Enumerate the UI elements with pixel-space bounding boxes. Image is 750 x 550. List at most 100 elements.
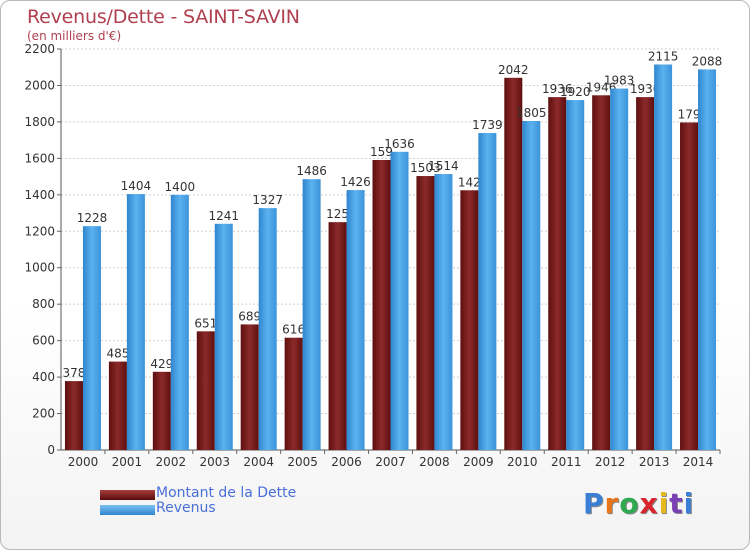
bar-revenus bbox=[82, 226, 101, 450]
y-tick-label: 1400 bbox=[24, 188, 55, 202]
bar-dette bbox=[108, 361, 127, 450]
x-tick-label: 2001 bbox=[112, 455, 143, 469]
y-tick-label: 1600 bbox=[24, 151, 55, 165]
data-label-dette: 651 bbox=[194, 316, 217, 330]
x-tick-label: 2002 bbox=[156, 455, 187, 469]
bar-revenus bbox=[258, 208, 277, 450]
bar-dette bbox=[196, 331, 215, 450]
x-tick-label: 2009 bbox=[463, 455, 494, 469]
logo-letter: o bbox=[619, 487, 640, 520]
bar-revenus bbox=[214, 223, 233, 450]
bar-dette bbox=[328, 222, 347, 450]
y-tick-label: 800 bbox=[32, 297, 55, 311]
proxiti-logo: Proxiti bbox=[583, 487, 694, 520]
y-tick-label: 1200 bbox=[24, 224, 55, 238]
data-label-dette: 429 bbox=[150, 357, 173, 371]
y-tick-label: 400 bbox=[32, 370, 55, 384]
data-label-revenus: 1805 bbox=[516, 106, 547, 120]
bar-revenus bbox=[566, 100, 585, 450]
data-label-revenus: 1400 bbox=[165, 180, 196, 194]
bar-dette bbox=[284, 337, 303, 450]
data-label-dette: 142 bbox=[458, 175, 481, 189]
legend-swatch-dette bbox=[100, 490, 155, 500]
chart-title: Revenus/Dette - SAINT-SAVIN bbox=[27, 6, 300, 28]
bar-dette bbox=[416, 176, 435, 450]
x-tick-label: 2012 bbox=[595, 455, 626, 469]
bar-dette bbox=[64, 381, 83, 450]
bar-dette bbox=[460, 190, 479, 451]
bar-dette bbox=[636, 97, 655, 451]
x-tick-label: 2008 bbox=[419, 455, 450, 469]
bar-revenus bbox=[346, 190, 365, 450]
bar-revenus bbox=[302, 179, 321, 450]
y-tick-label: 600 bbox=[32, 334, 55, 348]
data-label-dette: 2042 bbox=[498, 63, 529, 77]
bar-revenus bbox=[610, 88, 629, 450]
data-label-revenus: 1241 bbox=[208, 209, 239, 223]
x-tick-label: 2013 bbox=[639, 455, 670, 469]
data-label-revenus: 1486 bbox=[296, 164, 327, 178]
logo-letter: x bbox=[639, 487, 659, 520]
legend-swatch-revenus bbox=[100, 505, 155, 515]
data-label-dette: 179 bbox=[678, 107, 701, 121]
data-label-dette: 485 bbox=[106, 347, 129, 361]
data-label-dette: 1946 bbox=[586, 80, 617, 94]
data-label-revenus: 1983 bbox=[604, 74, 635, 88]
data-label-dette: 159 bbox=[370, 145, 393, 159]
chart-subtitle: (en milliers d'€) bbox=[27, 29, 122, 43]
x-tick-label: 2005 bbox=[287, 455, 318, 469]
bar-dette bbox=[680, 122, 699, 451]
data-label-dette: 1503 bbox=[410, 161, 441, 175]
bar-revenus bbox=[478, 133, 497, 451]
bar-dette bbox=[504, 77, 523, 451]
data-label-revenus: 1404 bbox=[121, 179, 152, 193]
data-label-revenus: 1739 bbox=[472, 118, 503, 132]
x-tick-label: 2011 bbox=[551, 455, 582, 469]
bar-revenus bbox=[390, 151, 409, 450]
bar-revenus bbox=[698, 69, 717, 450]
bar-revenus bbox=[522, 120, 541, 450]
data-label-revenus: 1636 bbox=[384, 137, 415, 151]
bar-dette bbox=[372, 160, 391, 450]
x-tick-label: 2004 bbox=[243, 455, 274, 469]
data-label-dette: 616 bbox=[282, 323, 305, 337]
legend-label-dette: Montant de la Dette bbox=[156, 485, 297, 501]
bar-dette bbox=[548, 97, 567, 451]
bar-revenus bbox=[126, 194, 145, 450]
legend-label-revenus: Revenus bbox=[156, 500, 216, 516]
bar-revenus bbox=[170, 194, 189, 450]
data-label-revenus: 1327 bbox=[252, 193, 283, 207]
data-label-revenus: 1228 bbox=[77, 211, 108, 225]
data-label-dette: 1936 bbox=[630, 82, 661, 96]
data-label-revenus: 1514 bbox=[428, 159, 459, 173]
data-label-revenus: 2088 bbox=[692, 54, 723, 68]
data-label-revenus: 2115 bbox=[648, 49, 679, 63]
data-label-dette: 125 bbox=[326, 207, 349, 221]
y-tick-label: 2000 bbox=[24, 78, 55, 92]
bar-dette bbox=[592, 95, 611, 450]
data-label-revenus: 1426 bbox=[340, 175, 371, 189]
data-label-dette: 689 bbox=[238, 309, 261, 323]
x-tick-label: 2000 bbox=[68, 455, 99, 469]
x-tick-label: 2006 bbox=[331, 455, 362, 469]
bar-revenus bbox=[434, 174, 453, 450]
x-tick-label: 2010 bbox=[507, 455, 538, 469]
y-tick-label: 2200 bbox=[24, 42, 55, 56]
y-tick-label: 1800 bbox=[24, 115, 55, 129]
x-tick-label: 2014 bbox=[683, 455, 714, 469]
bar-dette bbox=[152, 371, 171, 450]
logo-letter: r bbox=[604, 487, 620, 520]
data-label-dette: 1936 bbox=[542, 82, 573, 96]
y-tick-label: 0 bbox=[47, 443, 55, 457]
bar-revenus bbox=[654, 64, 673, 451]
y-tick-label: 200 bbox=[32, 407, 55, 421]
logo-letter: P bbox=[583, 487, 605, 520]
data-label-dette: 378 bbox=[63, 366, 86, 380]
bar-dette bbox=[240, 324, 259, 450]
x-tick-label: 2003 bbox=[199, 455, 230, 469]
data-label-revenus: 1920 bbox=[560, 85, 591, 99]
y-tick-label: 1000 bbox=[24, 261, 55, 275]
x-tick-label: 2007 bbox=[375, 455, 406, 469]
logo-letter: i bbox=[658, 487, 670, 520]
